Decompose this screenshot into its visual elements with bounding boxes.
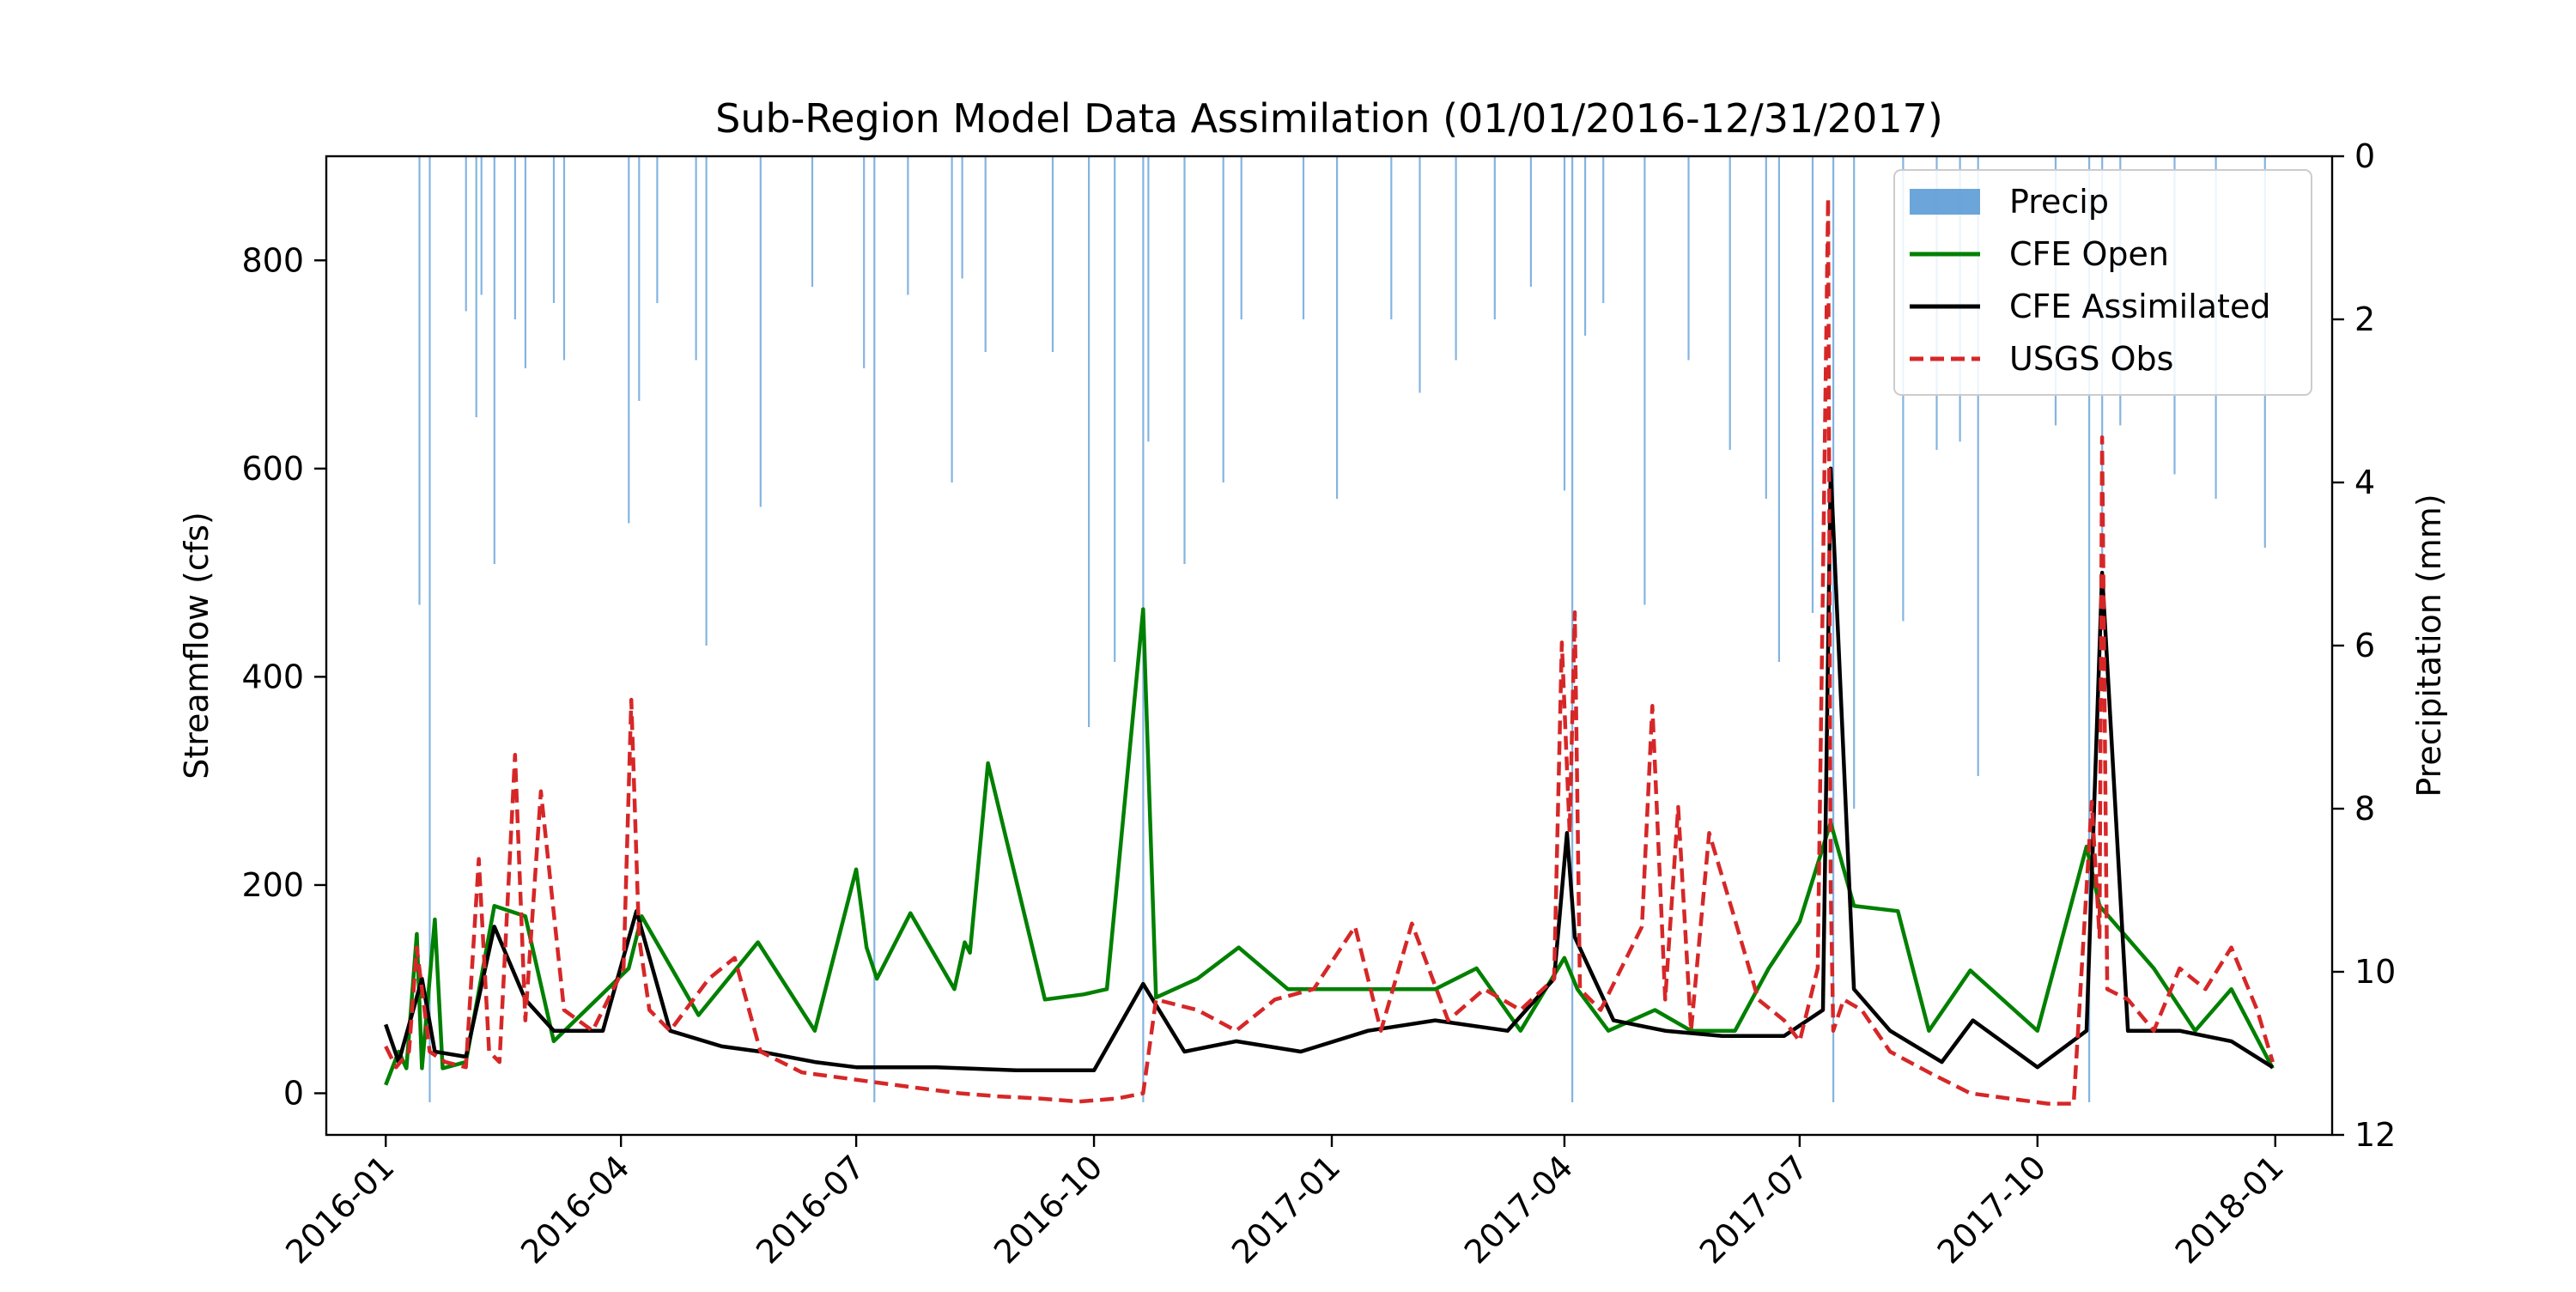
legend-label-cfe-open: CFE Open [2009,235,2169,273]
precip-bar [1529,156,1532,287]
precip-bar [705,156,708,646]
x-tick-label: 2017-01 [1224,1148,1347,1271]
x-tick-label: 2017-07 [1692,1148,1815,1271]
precip-bar [961,156,963,279]
precip-bar [1811,156,1814,613]
precip-bar [863,156,866,368]
precip-bar [1183,156,1186,564]
precip-bar [1302,156,1305,319]
y-tick-label: 400 [241,658,304,695]
precip-bar [1147,156,1150,442]
precip-bar [1563,156,1566,491]
x-tick-label: 2017-10 [1930,1148,2053,1271]
x-axis: 2016-01 2016-04 2016-07 2016-10 2017-01 2017-… [278,1135,2291,1271]
precip-bar [428,156,431,1102]
y-axis-right: 0 2 4 6 8 10 12 [2332,137,2396,1154]
precip-bar [418,156,421,605]
legend-label-precip: Precip [2009,183,2109,221]
precip-bar [1114,156,1116,662]
precip-bar [1240,156,1242,319]
y2-tick-label: 12 [2354,1116,2396,1154]
precip-bar [907,156,909,295]
precip-bar [811,156,814,287]
x-tick-label: 2016-10 [987,1148,1109,1271]
x-tick-label: 2016-01 [278,1148,401,1271]
precip-bar [1977,156,1979,776]
precip-bar [1336,156,1339,499]
precip-bar [1728,156,1731,450]
y-tick-label: 800 [241,241,304,279]
y2-tick-label: 8 [2354,790,2375,828]
precip-bar [1419,156,1421,393]
y2-tick-label: 4 [2354,464,2375,501]
precip-bar [1687,156,1690,361]
precip-bar [656,156,659,303]
precip-bar [873,156,876,1102]
precip-bar [2088,156,2091,1102]
precip-bar [1643,156,1646,605]
y-axis-label: Streamflow (cfs) [178,512,216,779]
x-tick-label: 2016-07 [749,1148,872,1271]
precip-bar [562,156,566,361]
precip-bar [1088,156,1091,727]
precip-bar [984,156,987,352]
precip-bar [1222,156,1224,482]
precip-bar [475,156,477,417]
y2-tick-label: 10 [2354,953,2396,991]
legend-swatch-precip [1910,189,1980,215]
precip-bar [1584,156,1587,336]
precip-bar [1051,156,1054,352]
precip-bar [1765,156,1767,499]
precip-bar [465,156,467,312]
precip-bar [695,156,697,361]
x-tick-label: 2018-01 [2168,1148,2291,1271]
y-tick-label: 0 [283,1074,304,1112]
y-axis-left: 0 200 400 600 800 [241,241,326,1112]
precip-bar [1390,156,1393,319]
cfe-assimilated-line [384,466,2274,1073]
y2-tick-label: 2 [2354,300,2375,338]
precip-bar [1493,156,1496,319]
y2-tick-label: 0 [2354,137,2375,175]
precip-bar [759,156,762,507]
legend-label-cfe-assimilated: CFE Assimilated [2009,288,2270,325]
precip-bar [1571,156,1574,1102]
legend-frame [1893,169,2312,396]
series-lines [384,196,2275,1106]
y-tick-label: 600 [241,450,304,488]
x-tick-label: 2017-04 [1457,1148,1580,1271]
precip-bar [638,156,641,401]
precip-bar [951,156,953,482]
usgs-obs-line [384,196,2275,1106]
precip-bar [524,156,526,368]
legend-label-usgs-obs: USGS Obs [2009,340,2173,378]
precip-bar [1832,156,1835,1102]
chart-title: Sub-Region Model Data Assimilation (01/0… [715,95,1943,142]
precip-bar [513,156,516,319]
x-tick-label: 2016-04 [513,1148,636,1271]
legend: Precip CFE Open CFE Assimilated USGS Obs [1893,169,2312,396]
precip-bar [552,156,556,303]
precip-bar [628,156,630,524]
precip-bar [480,156,483,295]
y-tick-label: 200 [241,866,304,904]
precip-bar [1602,156,1605,303]
precip-bar [1853,156,1856,809]
precip-bar [1455,156,1457,361]
precip-bar [493,156,495,564]
y2-tick-label: 6 [2354,627,2375,664]
y2-axis-label: Precipitation (mm) [2410,494,2448,797]
precip-bar [1777,156,1780,662]
cfe-open-line [384,607,2275,1086]
